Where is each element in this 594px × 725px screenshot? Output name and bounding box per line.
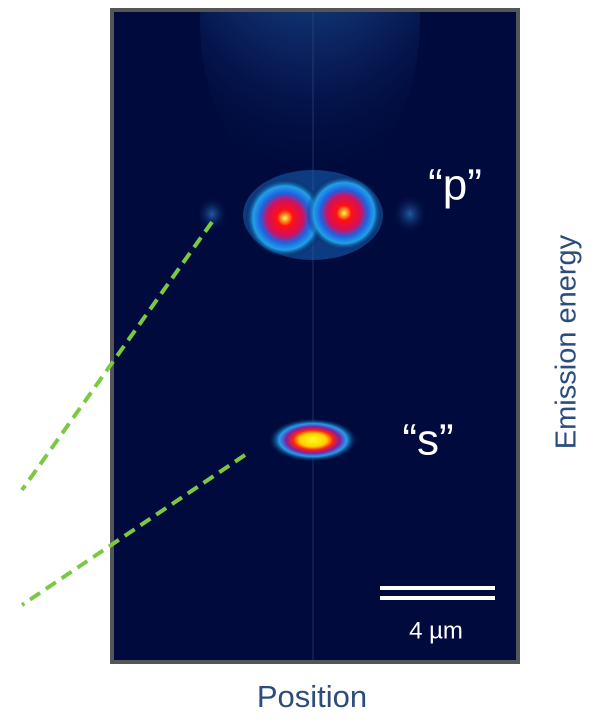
p-label: “p” (428, 161, 482, 210)
y-axis-label: Emission energy (551, 234, 583, 449)
side-lobe (196, 196, 228, 232)
s-lobe (268, 418, 358, 462)
s-label: “s” (402, 416, 453, 465)
page: “p” “s” 4 µm Emission energy Position ((… (0, 0, 594, 720)
scale-label: 4 µm (409, 617, 463, 644)
side-lobe (392, 194, 428, 234)
p-lobe (306, 175, 382, 251)
figure: “p” “s” 4 µm Emission energy Position (0, 0, 594, 720)
x-axis-label: Position (257, 679, 367, 714)
